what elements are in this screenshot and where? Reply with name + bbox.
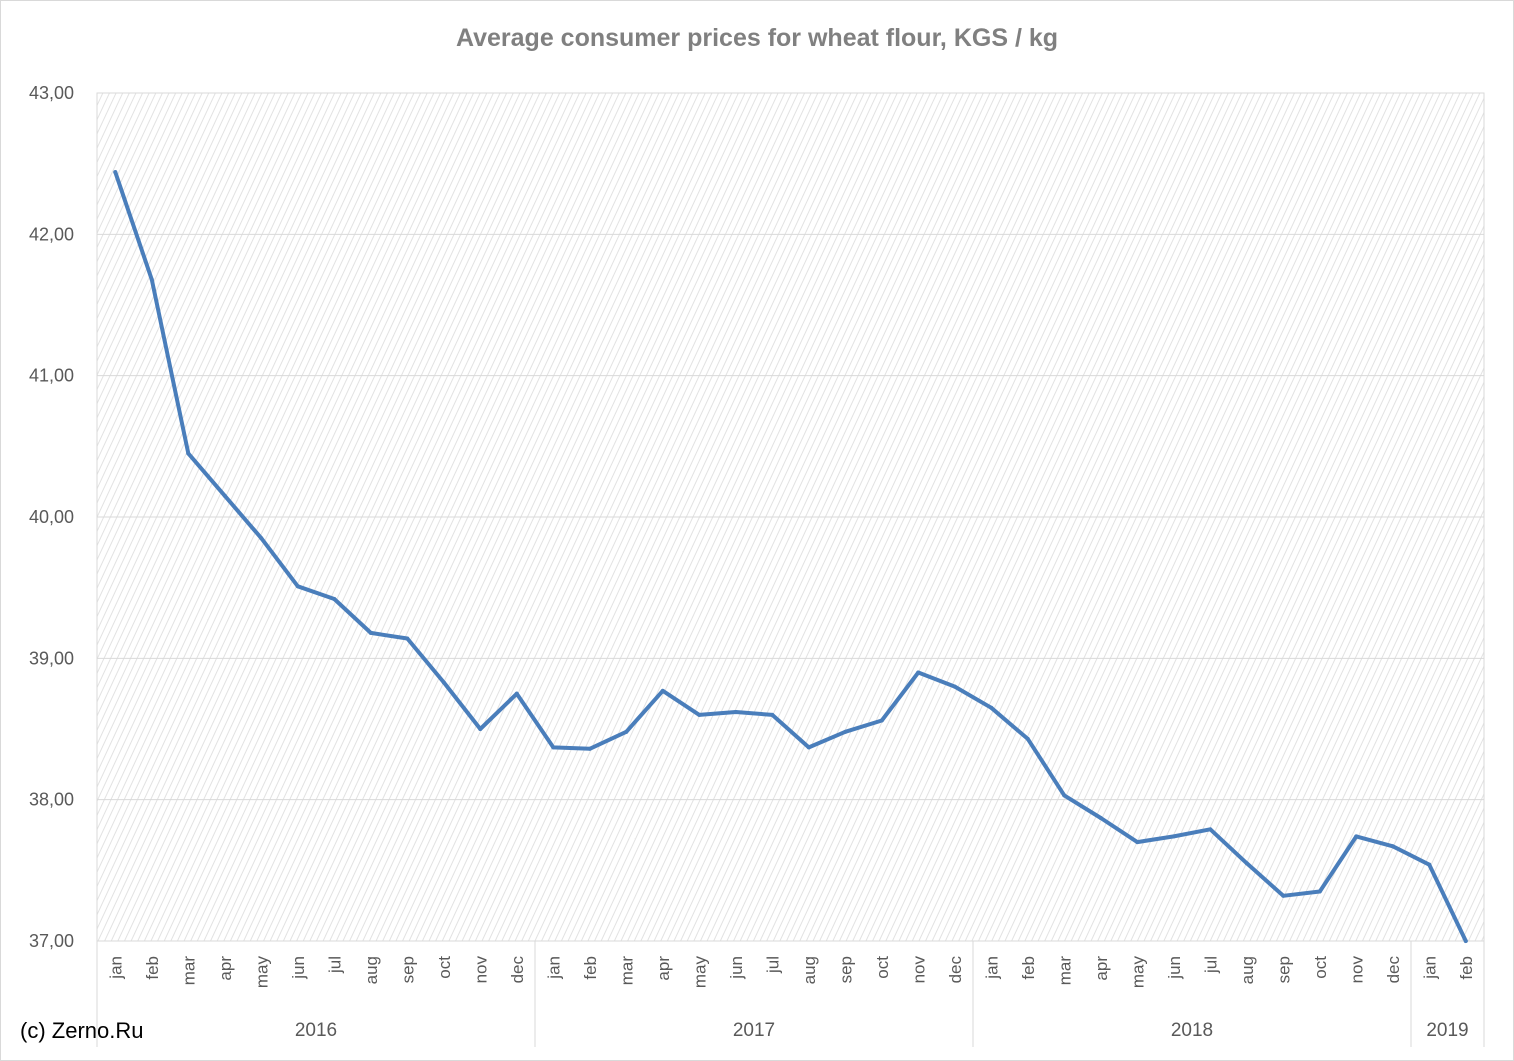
series-line xyxy=(113,170,1468,943)
data-point xyxy=(843,729,848,734)
x-tick-label: jun xyxy=(289,956,308,980)
y-tick-label: 43,00 xyxy=(29,83,74,103)
data-point xyxy=(770,712,775,717)
x-tick-label: dec xyxy=(1384,956,1403,984)
data-point xyxy=(1062,793,1067,798)
data-point xyxy=(660,688,665,693)
data-point xyxy=(113,170,118,175)
chart-title: Average consumer prices for wheat flour,… xyxy=(455,24,1059,52)
data-point xyxy=(1171,834,1176,839)
x-tick-label: may xyxy=(690,956,709,989)
watermark-text: (c) Zerno.Ru xyxy=(20,1018,144,1043)
x-tick-label: may xyxy=(1128,956,1147,989)
data-point xyxy=(916,670,921,675)
x-tick-label: feb xyxy=(1019,956,1038,980)
data-point xyxy=(1025,736,1030,741)
data-point xyxy=(587,746,592,751)
data-point xyxy=(186,451,191,456)
y-tick-label: 41,00 xyxy=(29,366,74,386)
x-tick-label: oct xyxy=(873,956,892,979)
data-point xyxy=(478,727,483,731)
x-tick-label: feb xyxy=(1457,956,1476,980)
data-point xyxy=(806,745,811,750)
data-point xyxy=(551,745,556,750)
x-tick-label: nov xyxy=(1347,956,1366,984)
data-point xyxy=(514,691,519,696)
grid-lines xyxy=(97,92,1484,942)
data-point xyxy=(697,712,702,717)
data-point xyxy=(624,729,629,734)
year-label: 2018 xyxy=(1171,1020,1213,1041)
x-tick-label: may xyxy=(252,956,271,989)
data-point xyxy=(1317,889,1322,894)
x-tick-label: sep xyxy=(398,956,417,983)
x-tick-label: nov xyxy=(909,956,928,984)
x-tick-label: feb xyxy=(581,956,600,980)
x-tick-label: jan xyxy=(1420,956,1439,980)
x-tick-label: jul xyxy=(763,956,782,974)
data-point xyxy=(332,596,337,601)
x-tick-label: jan xyxy=(106,956,125,980)
x-tick-label: jan xyxy=(982,956,1001,980)
x-tick-label: apr xyxy=(216,956,235,981)
data-point xyxy=(295,584,300,589)
x-tick-label: jan xyxy=(544,956,563,980)
y-tick-label: 39,00 xyxy=(29,648,74,668)
x-tick-label: dec xyxy=(508,956,527,984)
data-point xyxy=(1427,862,1432,867)
y-tick-label: 38,00 xyxy=(29,790,74,810)
x-tick-label: dec xyxy=(946,956,965,984)
x-tick-label: apr xyxy=(654,956,673,981)
x-tick-label: jul xyxy=(1201,956,1220,974)
data-point xyxy=(1135,840,1140,845)
data-point xyxy=(222,493,227,498)
x-tick-label: feb xyxy=(143,956,162,980)
year-label: 2017 xyxy=(733,1020,775,1041)
x-tick-label: jun xyxy=(727,956,746,980)
x-tick-label: nov xyxy=(471,956,490,984)
y-axis-ticks: 37,00 38,00 39,00 40,00 41,00 42,00 43,00 xyxy=(29,83,74,951)
x-tick-label: aug xyxy=(800,956,819,984)
data-point xyxy=(989,705,994,710)
x-axis-year-labels: 2016 2017 2018 2019 xyxy=(96,941,1485,1047)
x-tick-label: mar xyxy=(1055,956,1074,986)
y-tick-label: 40,00 xyxy=(29,507,74,527)
x-tick-label: aug xyxy=(1238,956,1257,984)
x-axis-ticks: jan feb mar apr may jun jul aug sep oct nov dec jan f… xyxy=(106,956,1476,989)
data-point xyxy=(1390,844,1395,849)
x-tick-label: jul xyxy=(325,956,344,974)
data-point xyxy=(952,684,957,689)
x-tick-label: mar xyxy=(617,956,636,986)
data-point xyxy=(879,718,884,723)
data-point xyxy=(1208,827,1213,832)
y-tick-label: 37,00 xyxy=(29,931,74,951)
year-label: 2016 xyxy=(295,1020,337,1041)
data-point xyxy=(733,710,738,715)
x-tick-label: mar xyxy=(179,956,198,986)
x-tick-label: apr xyxy=(1092,956,1111,981)
x-tick-label: aug xyxy=(362,956,381,984)
data-point xyxy=(1281,893,1286,898)
data-point xyxy=(1354,834,1359,839)
data-point xyxy=(1463,939,1468,943)
x-tick-label: sep xyxy=(836,956,855,983)
data-point xyxy=(1244,861,1249,866)
data-point xyxy=(368,630,373,635)
data-point xyxy=(149,277,154,282)
series-group xyxy=(113,170,1468,943)
x-tick-label: oct xyxy=(1311,956,1330,979)
x-tick-label: jun xyxy=(1165,956,1184,980)
data-point xyxy=(1098,816,1103,821)
x-tick-label: sep xyxy=(1274,956,1293,983)
y-tick-label: 42,00 xyxy=(29,224,74,244)
data-point xyxy=(441,680,446,685)
data-point xyxy=(259,536,264,541)
year-label: 2019 xyxy=(1426,1020,1468,1041)
x-tick-label: oct xyxy=(435,956,454,979)
data-point xyxy=(405,636,410,641)
